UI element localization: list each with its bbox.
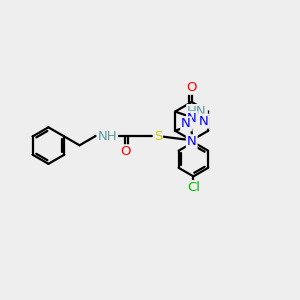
Text: N: N: [181, 117, 191, 130]
Text: N: N: [187, 135, 196, 148]
Text: HN: HN: [187, 105, 207, 118]
Text: O: O: [120, 145, 131, 158]
Text: N: N: [199, 115, 208, 128]
Text: Cl: Cl: [187, 181, 200, 194]
Text: N: N: [187, 112, 197, 125]
Text: S: S: [154, 130, 162, 143]
Text: O: O: [187, 81, 197, 94]
Text: NH: NH: [98, 130, 117, 143]
